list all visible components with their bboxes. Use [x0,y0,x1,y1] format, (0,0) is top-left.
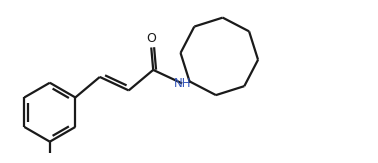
Text: O: O [146,32,156,45]
Text: NH: NH [174,77,191,90]
